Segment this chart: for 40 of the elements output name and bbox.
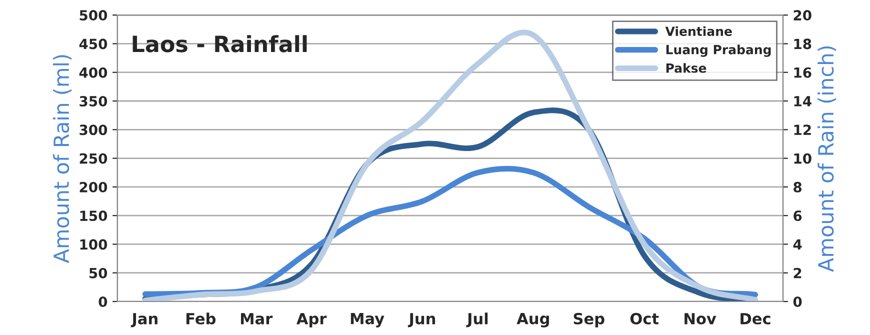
legend-label: Pakse	[666, 63, 706, 73]
x-tick-label: May	[350, 312, 384, 328]
x-tick-label: Aug	[516, 312, 549, 328]
y-axis-title: Amount of Rain (ml)	[53, 55, 72, 264]
y2-tick-label: 8	[794, 182, 802, 192]
y2-tick-label: 6	[794, 210, 802, 222]
y2-tick-label: 4	[793, 239, 802, 250]
x-tick-label: Apr	[296, 313, 327, 328]
y-tick-label: 250	[80, 153, 108, 164]
x-tick-label: Mar	[240, 313, 273, 324]
y-tick-label: 100	[80, 239, 108, 250]
x-tick-label: Jul	[466, 312, 488, 328]
x-tick-label: Feb	[186, 312, 216, 324]
y-tick-label: 150	[80, 210, 108, 222]
text: Laos - Rainfall	[132, 35, 307, 52]
y-tick-label: 300	[80, 124, 108, 136]
y-tick-label: 0	[98, 296, 108, 307]
y-tick-label: 500	[80, 10, 108, 21]
y2-tick-label: 2	[794, 268, 802, 278]
y-tick-label: 450	[79, 38, 108, 50]
y-tick-label: 350	[80, 96, 108, 106]
legend-label: Vientiane	[665, 26, 732, 36]
y2-axis-title: Amount of Rain (inch)	[818, 46, 836, 272]
y-tick-label: 50	[89, 268, 108, 278]
y2-tick-label: 20	[794, 10, 812, 21]
x-tick-label: Oct	[630, 312, 659, 324]
y2-tick-label: 12	[794, 124, 811, 135]
y2-tick-label: 16	[794, 67, 812, 78]
x-tick-label: Jun	[408, 313, 436, 328]
y2-tick-label: 0	[793, 296, 802, 307]
x-tick-label: Nov	[684, 313, 716, 324]
y2-tick-label: 14	[794, 96, 812, 106]
y-tick-label: 400	[79, 67, 108, 78]
x-tick-label: Sep	[574, 312, 604, 328]
x-tick-label: Jan	[130, 313, 158, 328]
legend-label: Luang Prabang	[666, 44, 771, 57]
y-tick-label: 200	[80, 182, 108, 192]
x-tick-label: Dec	[740, 313, 770, 324]
y2-tick-label: 10	[794, 153, 812, 164]
y2-tick-label: 18	[794, 38, 812, 50]
